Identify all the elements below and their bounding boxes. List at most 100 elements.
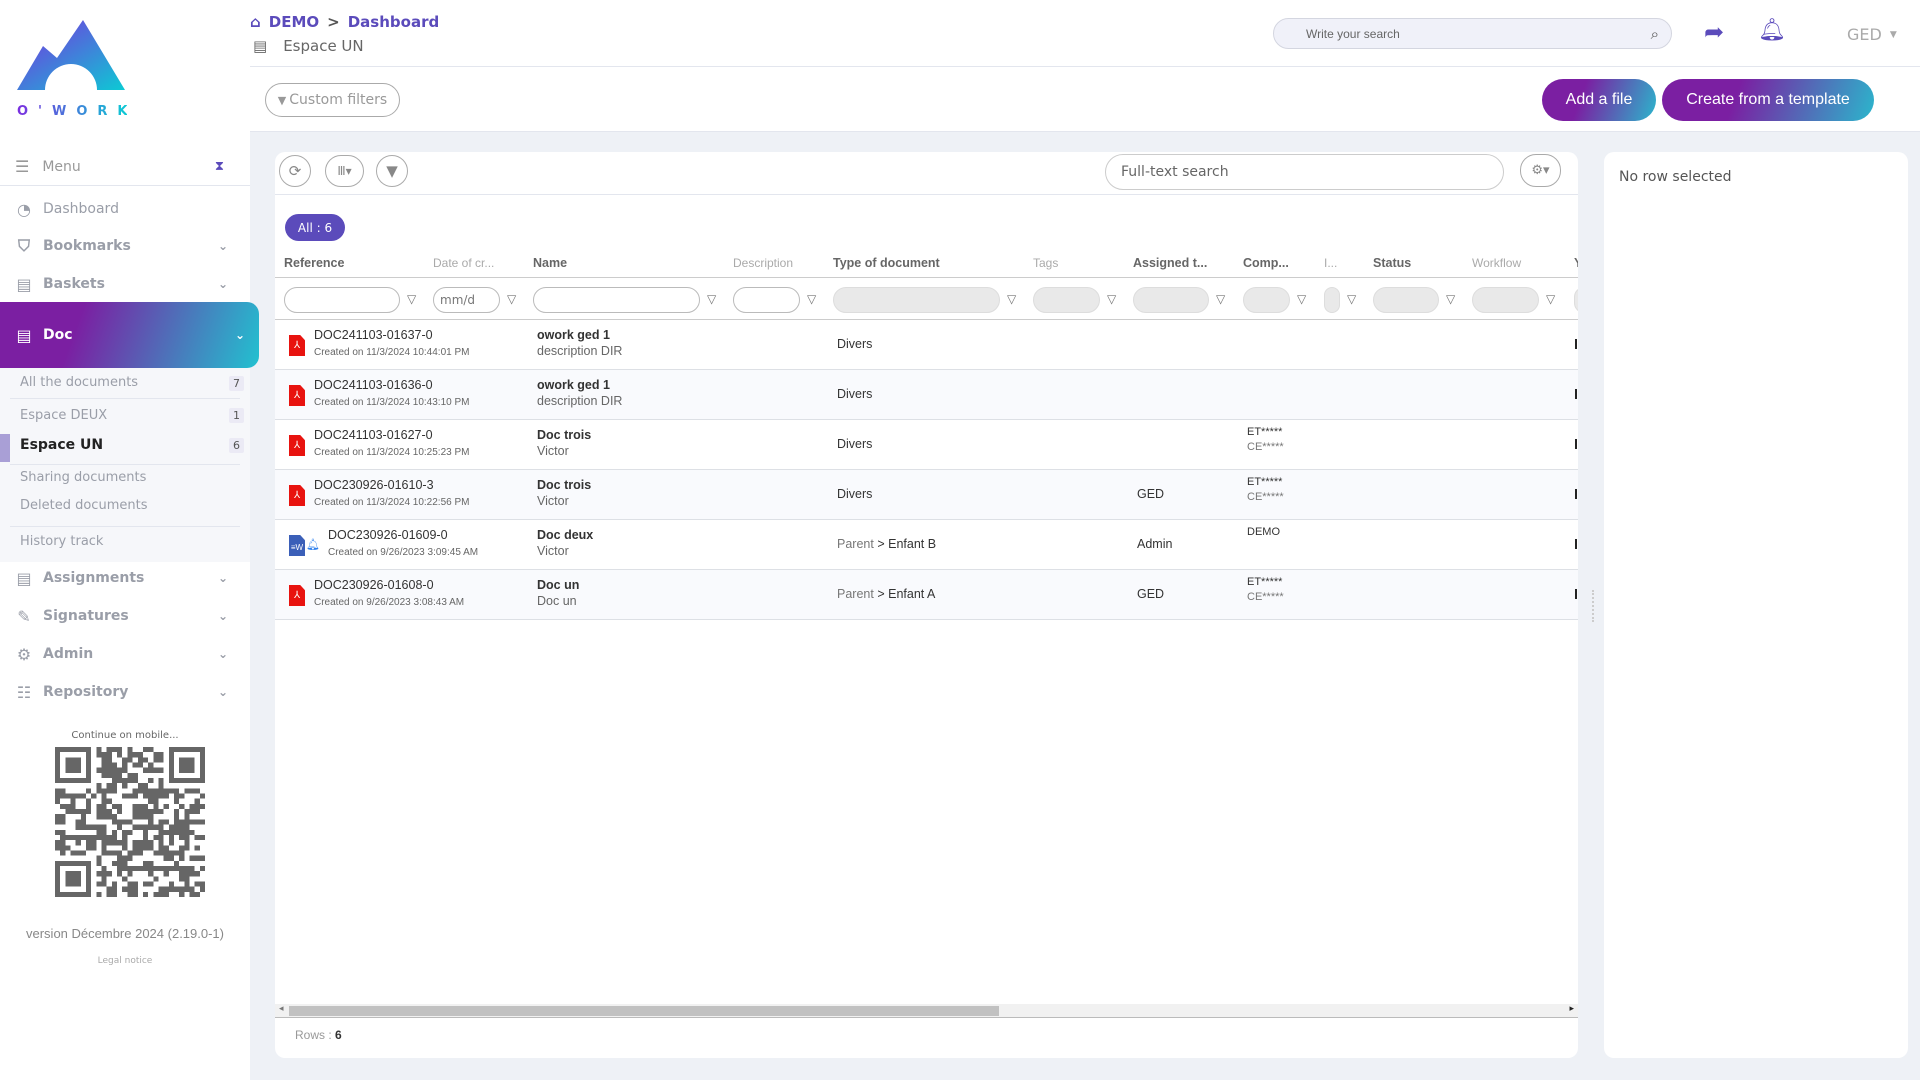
horizontal-scrollbar[interactable]: ◂ ▸ [275, 1004, 1578, 1018]
company-line2: CE***** [1247, 441, 1284, 453]
bell-icon[interactable]: 🔔︎ [1758, 18, 1786, 43]
filter-button[interactable]: ▼ [376, 155, 408, 187]
sidebar-item-doc[interactable]: ▤ Doc ⌄ [0, 302, 259, 368]
submenu-sharing[interactable]: Sharing documents [20, 470, 146, 485]
scroll-right-icon[interactable]: ▸ [1569, 1004, 1574, 1014]
divider [250, 66, 1920, 67]
submenu-espace-un[interactable]: Espace UN [20, 437, 103, 453]
breadcrumb-home[interactable]: DEMO [268, 13, 320, 31]
table-row[interactable]: ⅄ DOC241103-01627-0 Created on 11/3/2024 1… [275, 420, 1578, 470]
column-header[interactable]: Y [1574, 256, 1578, 270]
column-filter-input[interactable]: mm/d [433, 287, 500, 313]
count-badge: 1 [229, 408, 244, 423]
logo-mountains-icon [17, 20, 125, 90]
table-row[interactable]: ⅄ DOC230926-01610-3 Created on 11/3/2024 1… [275, 470, 1578, 520]
create-from-template-button[interactable]: Create from a template [1662, 79, 1874, 121]
sidebar-item-signatures[interactable]: ✎ Signatures ⌄ [0, 599, 250, 633]
header: ⌂ DEMO > Dashboard ▤ Espace UN ▼ Custom fi… [250, 0, 1920, 132]
truncated-cell [1575, 539, 1577, 549]
column-header[interactable]: Workflow [1472, 256, 1522, 270]
gear-icon: ⚙ [16, 644, 32, 664]
column-header[interactable]: Tags [1033, 256, 1059, 270]
column-filter-input[interactable] [1133, 287, 1209, 313]
column-header[interactable]: Date of cr... [433, 256, 495, 270]
columns-button[interactable]: Ⅲ▾ [325, 155, 364, 187]
submenu-espace-deux[interactable]: Espace DEUX [20, 408, 107, 423]
sidebar-item-admin[interactable]: ⚙ Admin ⌄ [0, 637, 250, 671]
submenu-all-documents[interactable]: All the documents [20, 375, 138, 390]
share-icon[interactable]: ➦ [1704, 18, 1725, 46]
label: Signatures [43, 608, 129, 624]
filter-funnel-icon[interactable]: ▽ [1446, 292, 1456, 306]
column-filter-input[interactable] [1243, 287, 1290, 313]
sidebar-item-baskets[interactable]: ▤ Baskets ⌄ [0, 267, 250, 301]
divider [275, 194, 1578, 195]
column-filter-input[interactable] [1033, 287, 1100, 313]
filter-funnel-icon[interactable]: ▽ [1347, 292, 1357, 306]
custom-filters-button[interactable]: ▼ Custom filters [265, 83, 400, 117]
label: Espace UN [20, 437, 104, 453]
column-header[interactable]: Reference [284, 256, 345, 270]
truncated-cell [1575, 339, 1577, 349]
fulltext-search-input[interactable]: Full-text search [1105, 154, 1504, 190]
filter-funnel-icon[interactable]: ▽ [1107, 292, 1117, 306]
resize-handle[interactable] [1592, 590, 1595, 622]
filter-funnel-icon[interactable]: ▽ [407, 292, 417, 306]
column-header[interactable]: Type of document [833, 256, 940, 270]
table-row[interactable]: ⅄ DOC230926-01608-0 Created on 9/26/2023 3… [275, 570, 1578, 620]
filter-funnel-icon[interactable]: ▽ [1297, 292, 1307, 306]
signature-icon: ✎ [17, 606, 31, 626]
column-filter-input[interactable] [733, 287, 800, 313]
scrollbar-thumb[interactable] [289, 1006, 999, 1016]
column-filter-input[interactable] [833, 287, 1000, 313]
filter-funnel-icon[interactable]: ▽ [807, 292, 817, 306]
placeholder: Full-text search [1121, 164, 1229, 180]
space-title: ▤ Espace UN [253, 37, 364, 55]
submenu-history[interactable]: History track [20, 534, 103, 549]
label: Assignments [43, 570, 145, 586]
legal-notice-link[interactable]: Legal notice [97, 956, 153, 966]
column-header[interactable]: Name [533, 256, 568, 270]
menu-header[interactable]: ☰ Menu ⧗ [0, 148, 250, 186]
user-menu[interactable]: GED ▼ [1847, 25, 1897, 44]
sidebar-item-dashboard[interactable]: ◔ Dashboard [0, 192, 250, 226]
label: Baskets [43, 276, 105, 292]
settings-button[interactable]: ⚙▾ [1520, 154, 1561, 187]
all-count-badge[interactable]: All : 6 [285, 214, 345, 241]
pin-icon[interactable]: ⧗ [214, 159, 224, 174]
table-row[interactable]: ⅄ DOC241103-01637-0 Created on 11/3/2024 1… [275, 320, 1578, 370]
column-filter-input[interactable] [284, 287, 400, 313]
filter-funnel-icon[interactable]: ▽ [1007, 292, 1017, 306]
filter-funnel-icon[interactable]: ▽ [507, 292, 517, 306]
filter-funnel-icon[interactable]: ▽ [707, 292, 717, 306]
sidebar-item-assignments[interactable]: ▤ Assignments ⌄ [0, 561, 250, 595]
filter-funnel-icon[interactable]: ▽ [1216, 292, 1226, 306]
column-filter-input[interactable] [1324, 287, 1340, 313]
column-filter-input[interactable] [533, 287, 700, 313]
label: Create from a template [1686, 91, 1850, 108]
sidebar-item-repository[interactable]: ☷ Repository ⌄ [0, 675, 250, 709]
book-icon: ▤ [253, 37, 268, 55]
breadcrumb-current[interactable]: Dashboard [347, 13, 440, 31]
sidebar-item-bookmarks[interactable]: ⛉ Bookmarks ⌄ [0, 229, 250, 263]
caret-down-icon: ▼ [1889, 30, 1897, 40]
column-filter-input[interactable] [1472, 287, 1539, 313]
logo[interactable]: O'WORK [15, 18, 128, 119]
column-header[interactable]: Status [1373, 256, 1412, 270]
column-header[interactable]: Assigned t... [1133, 256, 1208, 270]
column-header[interactable]: I... [1324, 256, 1338, 270]
column-header[interactable]: Comp... [1243, 256, 1289, 270]
column-filter-input[interactable] [1373, 287, 1439, 313]
column-filter-input[interactable] [1574, 287, 1578, 313]
table-row[interactable]: ≡W 🔔︎ DOC230926-01609-0 Created on 9/26/202… [275, 520, 1578, 570]
filter-funnel-icon[interactable]: ▽ [1546, 292, 1556, 306]
word-file-icon: ≡W [289, 535, 305, 556]
refresh-button[interactable]: ⟳ [279, 155, 311, 187]
submenu-deleted[interactable]: Deleted documents [20, 498, 147, 513]
search-icon[interactable]: ⌕ [1650, 24, 1659, 43]
scroll-left-icon[interactable]: ◂ [279, 1004, 284, 1014]
add-file-button[interactable]: Add a file [1542, 79, 1656, 121]
global-search-input[interactable]: Write your search ⌕ [1273, 18, 1672, 49]
table-row[interactable]: ⅄ DOC241103-01636-0 Created on 11/3/2024 1… [275, 370, 1578, 420]
column-header[interactable]: Description [733, 256, 794, 270]
